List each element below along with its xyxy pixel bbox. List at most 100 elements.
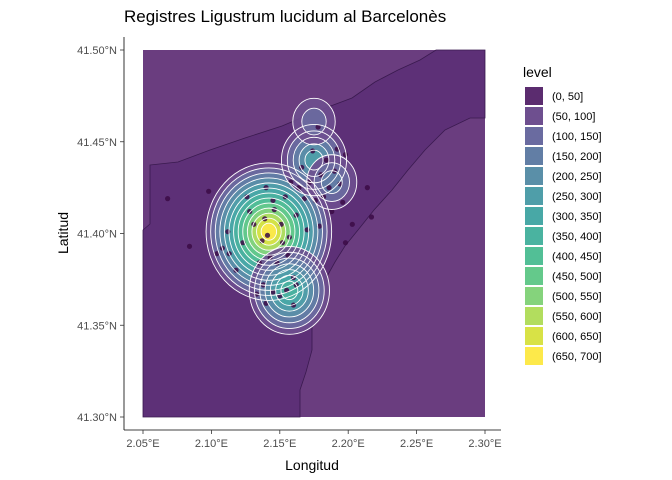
density-contour-0-8 [237,197,300,266]
y-tick-label: 41.30°N [77,412,117,424]
observation-point [310,148,316,154]
density-contour-1-4 [298,143,330,177]
x-tick-label: 2.25°E [400,438,433,450]
density-contours [205,97,358,335]
density-contour-2-6 [275,274,304,306]
legend-swatch [525,147,543,165]
density-contour-4-1 [306,154,358,210]
plot-panel [142,49,486,418]
observation-point [244,194,250,200]
observation-point [296,185,302,191]
density-contour-4-3 [320,170,343,194]
density-contour-0-10 [246,207,291,256]
density-contour-0-5 [223,182,314,281]
legend-label: (150, 200] [552,151,602,163]
density-contour-1-5 [304,149,324,171]
legend-swatch [525,167,543,185]
x-tick-label: 2.10°E [195,438,228,450]
density-contour-2-2 [254,251,325,329]
legend-items: (0, 50] (50, 100] (100, 150] (150, 200] (200… [525,87,602,365]
density-contour-0-4 [219,177,319,286]
density-contour-0-9 [242,202,296,261]
legend-label: (200, 250] [552,171,602,183]
legend-swatch [525,127,543,145]
y-axis-ticks: 41.30°N 41.35°N 41.40°N 41.45°N 41.50°N [77,45,124,424]
observation-point [349,221,355,227]
legend-swatch [525,327,543,345]
legend-title: level [523,64,552,80]
density-contour-3-1 [292,97,336,146]
observation-point [340,199,346,205]
legend-label: (300, 350] [552,211,602,223]
y-tick-label: 41.50°N [77,45,117,57]
density-contour-4-2 [313,162,350,202]
observation-points [165,124,375,308]
observation-point [270,289,276,295]
observation-point [326,185,332,191]
legend-swatch [525,227,543,245]
observation-point [263,185,269,191]
observation-point [206,188,212,194]
x-axis-ticks: 2.05°E 2.10°E 2.15°E 2.20°E 2.25°E 2.30°E [126,430,502,450]
legend-swatch [525,107,543,125]
density-contour-0-13 [260,222,278,241]
axes: 2.05°E 2.10°E 2.15°E 2.20°E 2.25°E 2.30°E 41.… [55,37,502,473]
observation-point [264,232,271,238]
density-contour-0-7 [233,192,305,271]
legend-swatch [525,347,543,365]
x-tick-label: 2.20°E [332,438,365,450]
legend-label: (0, 50] [552,91,583,103]
observation-point [267,254,273,260]
legend-label: (350, 400] [552,231,602,243]
density-contour-0-1 [205,162,333,301]
legend-swatch [525,287,543,305]
legend: level (0, 50] (50, 100] (100, 150] (150, 20… [523,64,602,365]
observation-point [165,196,171,202]
observation-point [323,157,329,163]
observation-point [247,208,253,215]
x-tick-label: 2.05°E [126,438,159,450]
legend-label: (600, 650] [552,331,602,343]
density-contour-0-12 [256,217,282,246]
y-tick-label: 41.45°N [77,137,117,149]
legend-swatch [525,267,543,285]
observation-point [329,208,335,215]
observation-point [233,267,239,273]
density-contour-2-4 [264,263,315,318]
legend-label: (450, 500] [552,271,602,283]
legend-label: (100, 150] [552,131,602,143]
legend-swatch [525,87,543,105]
legend-label: (400, 450] [552,251,602,263]
x-tick-label: 2.30°E [468,438,501,450]
legend-label: (650, 700] [552,351,602,363]
legend-swatch [525,187,543,205]
legend-label: (250, 300] [552,191,602,203]
density-contour-2-3 [259,257,320,324]
x-axis-title: Longitud [285,457,339,473]
density-contour-2-1 [248,246,330,335]
observation-point [364,185,370,191]
legend-swatch [525,247,543,265]
y-tick-label: 41.35°N [77,320,117,332]
observation-point [225,229,231,235]
legend-swatch [525,207,543,225]
x-tick-label: 2.15°E [263,438,296,450]
legend-swatch [525,307,543,325]
density-contour-1-2 [286,130,342,190]
y-axis-title: Latitud [55,212,71,254]
observation-point [342,240,349,246]
legend-label: (50, 100] [552,111,595,123]
observation-point [368,214,375,220]
density-contour-2-7 [280,280,299,301]
density-contour-3-2 [301,107,327,136]
legend-label: (500, 550] [552,291,602,303]
observation-point [186,243,193,249]
observation-point [270,197,276,204]
observation-point [315,124,321,130]
density-contour-0-11 [251,212,287,251]
density-contour-0-2 [210,167,328,296]
legend-label: (550, 600] [552,311,602,323]
density-contour-0-3 [214,172,323,291]
chart-title: Registres Ligustrum lucidum al Barcelonè… [124,7,446,26]
